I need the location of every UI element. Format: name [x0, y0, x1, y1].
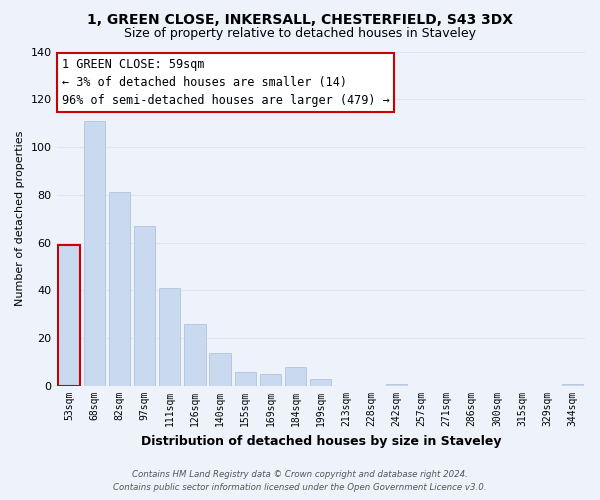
Text: Contains HM Land Registry data © Crown copyright and database right 2024.
Contai: Contains HM Land Registry data © Crown c… — [113, 470, 487, 492]
Bar — [134, 226, 155, 386]
Bar — [386, 384, 407, 386]
Bar — [310, 379, 331, 386]
Bar — [209, 352, 231, 386]
Bar — [109, 192, 130, 386]
Text: Size of property relative to detached houses in Staveley: Size of property relative to detached ho… — [124, 28, 476, 40]
Bar — [235, 372, 256, 386]
X-axis label: Distribution of detached houses by size in Staveley: Distribution of detached houses by size … — [140, 434, 501, 448]
Bar — [562, 384, 583, 386]
Bar — [83, 121, 105, 386]
Bar — [184, 324, 206, 386]
Text: 1 GREEN CLOSE: 59sqm
← 3% of detached houses are smaller (14)
96% of semi-detach: 1 GREEN CLOSE: 59sqm ← 3% of detached ho… — [62, 58, 389, 107]
Y-axis label: Number of detached properties: Number of detached properties — [15, 131, 25, 306]
Bar — [159, 288, 181, 386]
Text: 1, GREEN CLOSE, INKERSALL, CHESTERFIELD, S43 3DX: 1, GREEN CLOSE, INKERSALL, CHESTERFIELD,… — [87, 12, 513, 26]
Bar — [260, 374, 281, 386]
Bar — [58, 245, 80, 386]
Bar — [285, 367, 307, 386]
